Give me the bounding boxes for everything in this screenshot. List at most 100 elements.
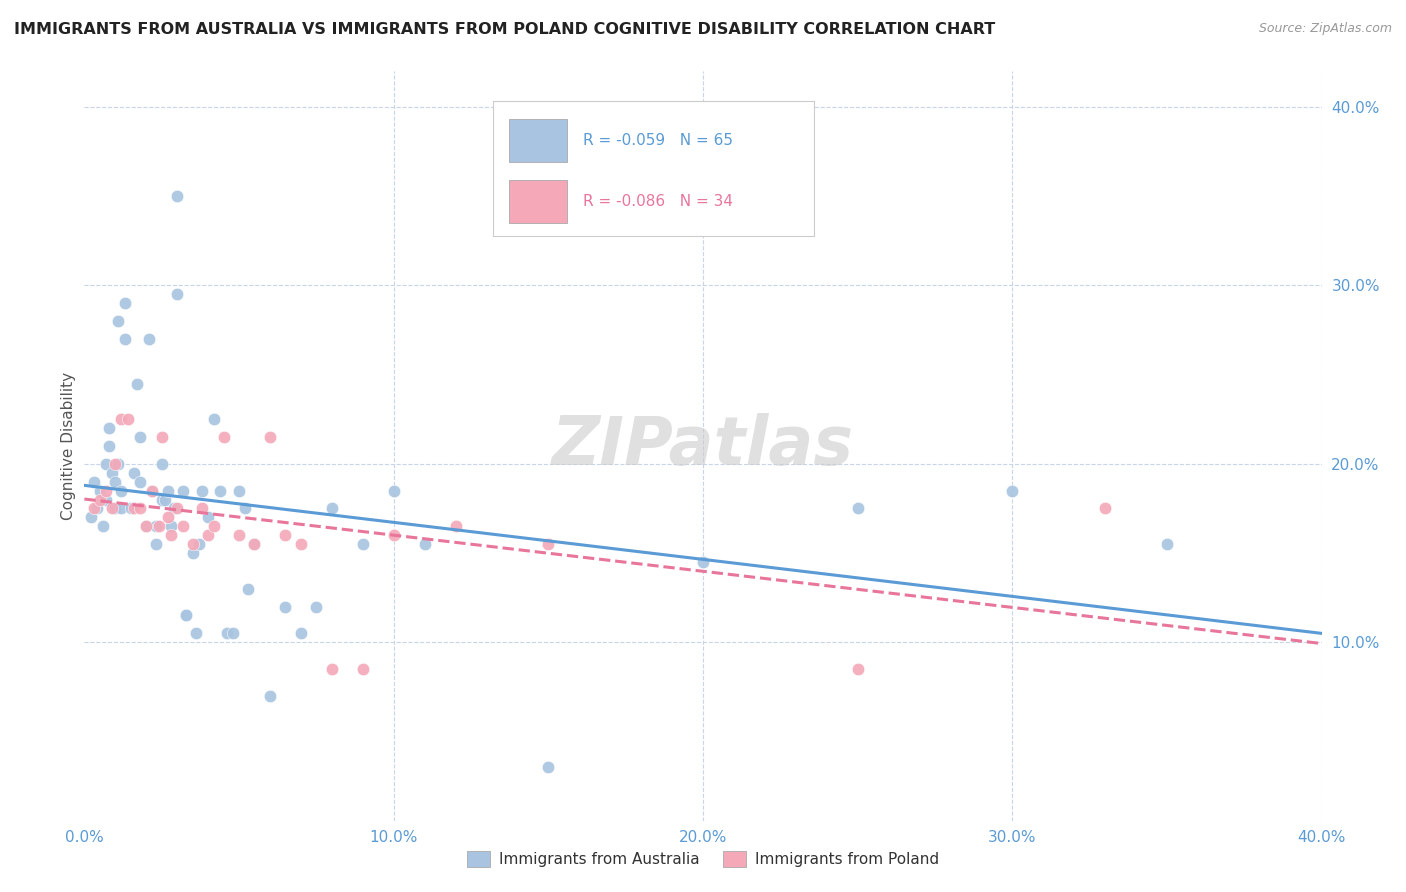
Point	[305, 599, 328, 614]
Text: ZIPatlas: ZIPatlas	[553, 413, 853, 479]
Point	[382, 483, 405, 498]
Point	[537, 537, 560, 551]
Point	[259, 689, 281, 703]
Point	[145, 519, 167, 533]
Point	[444, 519, 467, 533]
Point	[209, 483, 232, 498]
Point	[104, 457, 127, 471]
Point	[83, 501, 105, 516]
Point	[274, 528, 297, 542]
Point	[83, 475, 105, 489]
Point	[94, 457, 117, 471]
Point	[846, 662, 869, 676]
Point	[145, 537, 167, 551]
Point	[86, 501, 108, 516]
Point	[187, 537, 209, 551]
Point	[150, 492, 173, 507]
Point	[114, 296, 136, 310]
Point	[166, 189, 188, 203]
Point	[125, 376, 148, 391]
Point	[233, 501, 256, 516]
Point	[238, 582, 260, 596]
Point	[138, 332, 160, 346]
Point	[89, 483, 111, 498]
Point	[101, 501, 124, 516]
Point	[274, 599, 297, 614]
Point	[382, 528, 405, 542]
Point	[212, 430, 235, 444]
Point	[150, 457, 173, 471]
Point	[166, 287, 188, 301]
Point	[172, 483, 194, 498]
Point	[94, 492, 117, 507]
Point	[110, 483, 132, 498]
Point	[197, 528, 219, 542]
Point	[120, 501, 142, 516]
Point	[98, 439, 121, 453]
Point	[191, 483, 214, 498]
Point	[290, 537, 312, 551]
Point	[135, 519, 157, 533]
Point	[98, 421, 121, 435]
Y-axis label: Cognitive Disability: Cognitive Disability	[60, 372, 76, 520]
Point	[181, 537, 204, 551]
Point	[101, 466, 124, 480]
Point	[243, 537, 266, 551]
Point	[107, 457, 129, 471]
Point	[135, 519, 157, 533]
Point	[94, 483, 117, 498]
Point	[117, 412, 139, 426]
Legend: Immigrants from Australia, Immigrants from Poland: Immigrants from Australia, Immigrants fr…	[461, 845, 945, 873]
Point	[89, 492, 111, 507]
Text: IMMIGRANTS FROM AUSTRALIA VS IMMIGRANTS FROM POLAND COGNITIVE DISABILITY CORRELA: IMMIGRANTS FROM AUSTRALIA VS IMMIGRANTS …	[14, 22, 995, 37]
Point	[104, 501, 127, 516]
Text: Source: ZipAtlas.com: Source: ZipAtlas.com	[1258, 22, 1392, 36]
Point	[1156, 537, 1178, 551]
Point	[129, 430, 152, 444]
Point	[160, 528, 183, 542]
Point	[91, 519, 114, 533]
Point	[228, 483, 250, 498]
Point	[191, 501, 214, 516]
Point	[202, 519, 225, 533]
Point	[166, 501, 188, 516]
Point	[197, 510, 219, 524]
Point	[202, 412, 225, 426]
Point	[321, 662, 343, 676]
Point	[321, 501, 343, 516]
Point	[537, 760, 560, 774]
Point	[413, 537, 436, 551]
Point	[150, 430, 173, 444]
Point	[259, 430, 281, 444]
Point	[156, 510, 179, 524]
Point	[692, 555, 714, 569]
Point	[1001, 483, 1024, 498]
Point	[176, 608, 198, 623]
Point	[290, 626, 312, 640]
Point	[110, 501, 132, 516]
Point	[352, 662, 374, 676]
Point	[110, 412, 132, 426]
Point	[141, 483, 163, 498]
Point	[122, 466, 145, 480]
Point	[243, 537, 266, 551]
Point	[215, 626, 238, 640]
Point	[176, 608, 198, 623]
Point	[141, 483, 163, 498]
Point	[122, 501, 145, 516]
Point	[107, 314, 129, 328]
Point	[156, 483, 179, 498]
Point	[846, 501, 869, 516]
Point	[228, 528, 250, 542]
Point	[1094, 501, 1116, 516]
Point	[114, 332, 136, 346]
Point	[181, 546, 204, 560]
Point	[163, 501, 186, 516]
Point	[129, 501, 152, 516]
Point	[104, 475, 127, 489]
Point	[352, 537, 374, 551]
Point	[222, 626, 245, 640]
Point	[148, 519, 170, 533]
Point	[79, 510, 101, 524]
Point	[172, 519, 194, 533]
